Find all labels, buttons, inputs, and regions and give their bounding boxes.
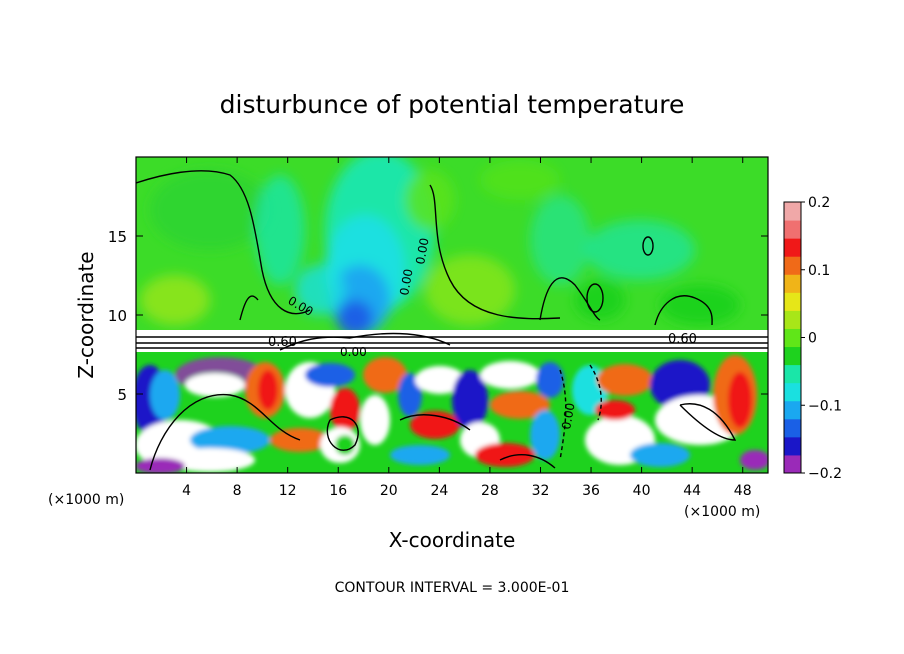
y-tick-label: 10 (108, 307, 127, 325)
y-tick-label: 15 (108, 228, 127, 246)
chart-title: disturbunce of potential temperature (220, 90, 685, 119)
colorbar-ticks: 0.2 0.1 0 −0.1 −0.2 (801, 195, 842, 482)
x-tick-label: 4 (182, 483, 191, 499)
colorbar-segment (784, 418, 801, 438)
colorbar-tick-label: −0.2 (808, 466, 842, 482)
x-axis-label: X-coordinate (389, 528, 516, 552)
y-axis-label: Z-coordinate (74, 251, 98, 378)
x-tick-label: 32 (532, 483, 550, 499)
x-tick-label: 48 (734, 483, 752, 499)
x-tick-label: 12 (279, 483, 297, 499)
contour-label: 0.00 (559, 402, 577, 431)
colorbar-segment (784, 346, 801, 366)
x-tick-label: 24 (430, 483, 448, 499)
upper-field (140, 157, 740, 336)
y-tick-label: 5 (117, 386, 127, 404)
contour-lines (136, 170, 768, 471)
x-tick-label: 8 (233, 483, 242, 499)
colorbar-segment (784, 292, 801, 311)
x-tick-label: 40 (633, 483, 651, 499)
x-unit-label-right: (×1000 m) (684, 504, 760, 520)
colorbar-segment (784, 220, 801, 239)
colorbar-segment (784, 256, 801, 275)
colorbar-tick-label: 0 (808, 331, 817, 347)
contour-label: 0.60 (668, 332, 697, 347)
y-axis-ticks: 5 10 15 (108, 228, 768, 404)
inversion-band (136, 330, 768, 352)
contour-label: 0.00 (397, 268, 415, 297)
colorbar-segment (784, 400, 801, 420)
x-tick-label: 44 (683, 483, 701, 499)
x-unit-label-left: (×1000 m) (48, 492, 124, 508)
lower-field (136, 355, 768, 473)
colorbar-segment (784, 436, 801, 456)
colorbar-segment (784, 454, 801, 474)
colorbar-segment (784, 364, 801, 384)
colorbar-tick-label: 0.1 (808, 263, 830, 279)
colorbar-segment (784, 310, 801, 329)
contour-label: 0.00 (340, 345, 367, 359)
contour-label: 0.00 (413, 237, 431, 266)
x-tick-label: 16 (329, 483, 347, 499)
contour-label: 0.60 (268, 335, 297, 350)
colorbar-tick-label: −0.1 (808, 398, 842, 414)
x-tick-label: 36 (582, 483, 600, 499)
colorbar-segment (784, 328, 801, 348)
colorbar-tick-label: 0.2 (808, 195, 830, 211)
x-tick-label: 28 (481, 483, 499, 499)
x-tick-label: 20 (380, 483, 398, 499)
plot-area (136, 157, 768, 473)
x-axis-ticks: 4 8 12 16 20 24 28 32 36 40 44 48 (182, 157, 752, 499)
colorbar-segment (784, 382, 801, 402)
colorbar-segment (784, 274, 801, 293)
colorbar-segment (784, 238, 801, 257)
colorbar-segment (784, 202, 801, 221)
colorbar (784, 202, 801, 474)
contour-interval-note: CONTOUR INTERVAL = 3.000E-01 (335, 580, 570, 596)
